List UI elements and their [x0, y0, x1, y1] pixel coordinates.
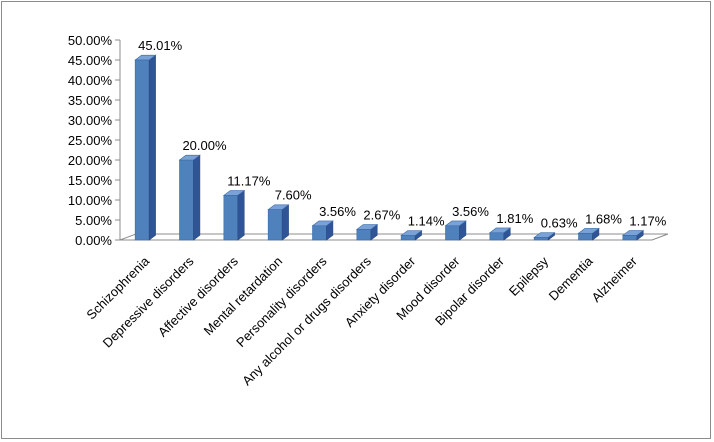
bar-dementia: [577, 227, 600, 241]
bar-front: [533, 237, 549, 241]
y-tick-label: 15.00%: [68, 173, 113, 188]
data-label-bipolar-disorder: 1.81%: [496, 211, 533, 226]
category-label-alzheimer: Alzheimer: [588, 253, 640, 305]
bar-front: [134, 59, 150, 241]
bar-front: [356, 229, 372, 241]
y-tick-label: 40.00%: [68, 73, 113, 88]
data-label-depressive-disorders: 20.00%: [182, 138, 227, 153]
bar-side: [281, 204, 289, 241]
bar-side: [148, 54, 156, 241]
bar-top: [267, 204, 290, 210]
y-tick-label: 45.00%: [68, 53, 113, 68]
bar-schizophrenia: [134, 54, 157, 241]
bar-depressive-disorders: [178, 154, 201, 241]
bar-epilepsy: [533, 232, 556, 241]
bar-top: [178, 154, 201, 161]
bar-top: [533, 232, 556, 238]
bar-front: [400, 235, 416, 241]
bar-front: [267, 209, 283, 241]
data-label-alzheimer: 1.17%: [629, 213, 666, 228]
y-tick-label: 35.00%: [68, 93, 113, 108]
bar-personality-disorders: [311, 220, 334, 241]
data-label-dementia: 1.68%: [585, 211, 622, 226]
bar-front: [489, 232, 505, 241]
bar-mood-disorder: [444, 220, 467, 241]
bar-bipolar-disorder: [488, 227, 512, 241]
data-label-schizophrenia: 45.01%: [138, 38, 183, 53]
data-label-epilepsy: 0.63%: [541, 215, 578, 230]
floor-plane: [119, 233, 669, 241]
bar-front: [578, 232, 593, 241]
bar-top: [488, 227, 512, 234]
category-label-epilepsy: Epilepsy: [506, 253, 552, 299]
bar-alzheimer: [621, 229, 645, 241]
bar-front: [223, 195, 239, 241]
bar-affective-disorders: [222, 189, 246, 241]
data-label-anxiety-disorder: 1.14%: [408, 213, 445, 228]
y-tick-label: 25.00%: [68, 133, 113, 148]
category-label-mental-retardation: Mental retardation: [201, 254, 286, 339]
y-tick-label: 50.00%: [68, 33, 113, 48]
y-tick-label: 5.00%: [75, 213, 112, 228]
bar-side: [193, 154, 201, 241]
y-tick-label: 0.00%: [75, 233, 112, 248]
bar-top: [621, 230, 645, 236]
data-label-mood-disorder: 3.56%: [452, 204, 489, 219]
bars: [134, 54, 645, 241]
bar-front: [312, 225, 327, 241]
data-label-any-alcohol-or-drugs-disorders: 2.67%: [363, 207, 400, 222]
data-label-personality-disorders: 3.56%: [319, 204, 356, 219]
chart-floor: [119, 233, 669, 241]
data-label-mental-retardation: 7.60%: [275, 188, 312, 203]
bar-front: [622, 235, 638, 241]
bar-side: [237, 189, 245, 241]
bar-front: [445, 225, 460, 241]
y-axis: 0.00% 5.00% 10.00% 15.00% 20.00% 25.00% 30.00%…: [68, 33, 121, 248]
bar-top: [577, 228, 600, 234]
bar-any-alcohol-or-drugs-disorders: [355, 223, 379, 241]
bar-mental-retardation: [267, 204, 290, 241]
category-label-affective-disorders: Affective disorders: [155, 253, 241, 339]
y-tick-label: 10.00%: [68, 193, 113, 208]
bar-top: [311, 220, 334, 227]
y-tick-label: 20.00%: [68, 153, 113, 168]
bar-top: [355, 224, 379, 230]
bar-top: [134, 54, 157, 61]
bar-top: [400, 230, 423, 236]
data-labels: 45.01% 20.00% 11.17% 7.60% 3.56% 2.67% 1.14% 3.…: [138, 38, 667, 231]
bar-top: [444, 220, 467, 227]
y-tick-label: 30.00%: [68, 113, 113, 128]
bar-front: [179, 159, 194, 241]
bar-top: [222, 190, 246, 196]
data-label-affective-disorders: 11.17%: [227, 173, 271, 188]
bar-anxiety-disorder: [400, 230, 423, 241]
